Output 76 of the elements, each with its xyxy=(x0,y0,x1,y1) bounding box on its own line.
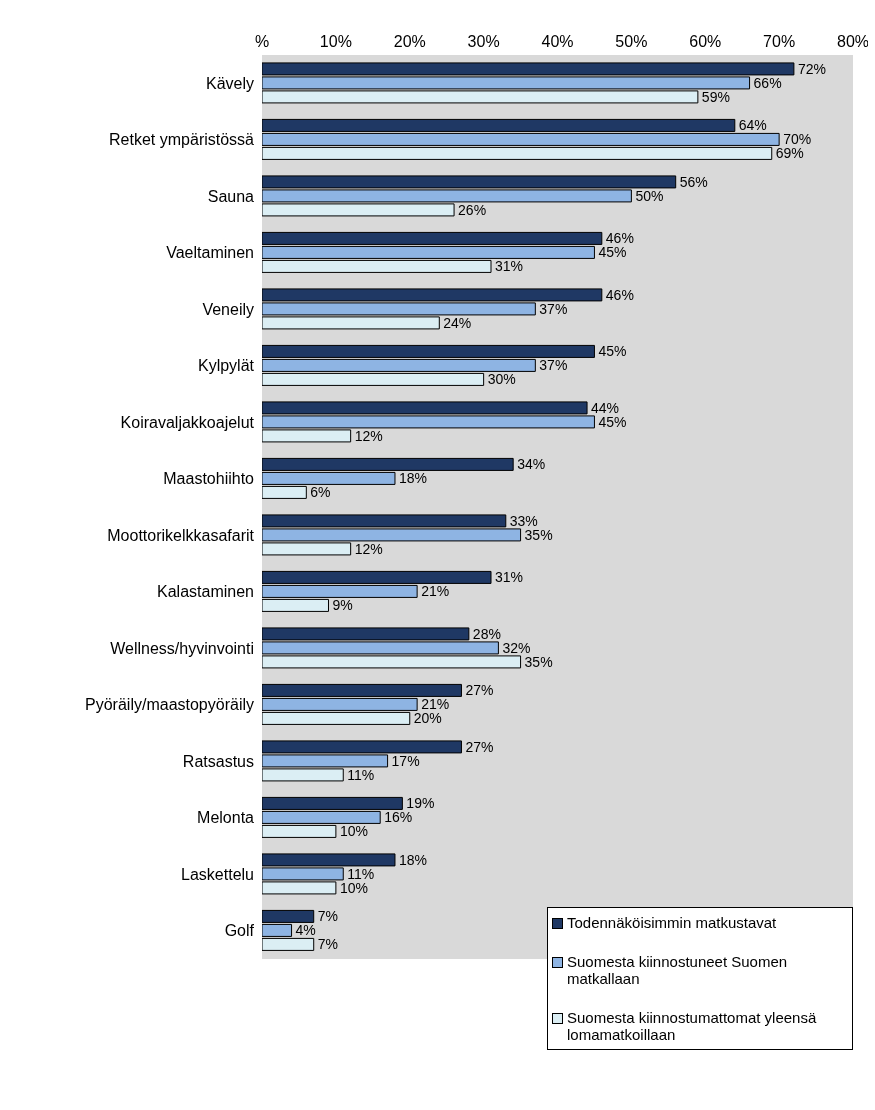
y-tick-label: Kalastaminen xyxy=(157,583,254,601)
data-label: 18% xyxy=(398,851,428,868)
legend-label: Suomesta kiinnostumattomat yleensä lomamatkoillaan xyxy=(567,1009,817,1043)
data-label: 45% xyxy=(598,244,627,261)
y-tick-label: Vaeltaminen xyxy=(166,244,254,262)
data-label: 66% xyxy=(753,74,782,91)
data-label: 64% xyxy=(738,117,767,134)
data-label: 17% xyxy=(391,752,420,769)
x-tick-label: % xyxy=(254,33,270,50)
x-tick-label: 10% xyxy=(319,33,352,50)
y-tick-label: Moottorikelkkasafarit xyxy=(107,526,255,544)
data-label: 31% xyxy=(495,569,524,586)
data-label: 35% xyxy=(524,526,553,543)
y-tick-label: Golf xyxy=(224,922,255,940)
data-label: 7% xyxy=(317,936,338,953)
data-label: 28% xyxy=(472,625,501,642)
data-label: 45% xyxy=(598,343,627,360)
y-tick-label: Koiravaljakkoajelut xyxy=(120,413,255,431)
data-label: 27% xyxy=(465,738,494,755)
y-tick-label: Kävely xyxy=(205,74,254,92)
data-label: 44% xyxy=(591,399,620,416)
data-label: 32% xyxy=(502,639,531,656)
data-label: 24% xyxy=(443,314,472,331)
data-label: 4% xyxy=(295,922,316,939)
data-label: 27% xyxy=(465,682,494,699)
y-tick-label: Wellness/hyvinvointi xyxy=(110,639,254,657)
x-tick-label: 80% xyxy=(836,33,870,50)
data-label: 46% xyxy=(605,286,634,303)
data-label: 59% xyxy=(701,88,730,105)
y-tick-label: Kylpylät xyxy=(197,357,255,375)
y-tick-label: Laskettelu xyxy=(181,865,254,883)
data-label: 10% xyxy=(339,823,368,840)
data-label: 26% xyxy=(458,201,487,218)
data-label: 21% xyxy=(421,583,450,600)
data-label: 33% xyxy=(509,512,538,529)
data-label: 18% xyxy=(398,470,428,487)
data-label: 11% xyxy=(347,865,375,882)
y-tick-label: Sauna xyxy=(207,187,255,205)
data-label: 7% xyxy=(317,908,338,925)
data-label: 50% xyxy=(635,187,664,204)
x-tick-label: 20% xyxy=(393,33,426,50)
y-tick-label: Veneily xyxy=(202,300,254,318)
y-tick-label: Ratsastus xyxy=(182,752,254,770)
x-tick-label: 50% xyxy=(615,33,648,50)
data-label: 9% xyxy=(332,597,353,614)
data-label: 69% xyxy=(775,145,804,162)
data-label: 37% xyxy=(539,300,568,317)
data-label: 46% xyxy=(605,230,634,247)
y-tick-label: Melonta xyxy=(197,809,255,827)
data-label: 19% xyxy=(406,795,435,812)
x-tick-label: 30% xyxy=(467,33,500,50)
data-label: 12% xyxy=(354,427,383,444)
data-label: 31% xyxy=(495,258,524,275)
y-tick-label: Pyöräily/maastopyöräily xyxy=(85,696,254,714)
y-tick-label: Retket ympäristössä xyxy=(109,131,255,149)
data-label: 34% xyxy=(517,456,546,473)
legend-label: Suomesta kiinnostuneet Suomen matkallaan xyxy=(567,953,789,987)
data-label: 30% xyxy=(487,371,516,388)
data-label: 72% xyxy=(797,60,826,77)
data-label: 20% xyxy=(413,710,442,727)
data-label: 21% xyxy=(421,696,450,713)
data-label: 10% xyxy=(339,879,368,896)
data-label: 56% xyxy=(679,173,708,190)
data-label: 6% xyxy=(310,484,331,501)
x-tick-label: 70% xyxy=(763,33,796,50)
data-label: 45% xyxy=(598,413,627,430)
x-tick-label: 40% xyxy=(541,33,574,50)
data-label: 37% xyxy=(539,357,568,374)
y-tick-label: Maastohiihto xyxy=(163,470,255,488)
x-tick-label: 60% xyxy=(689,33,722,50)
legend-label: Todennäköisimmin matkustavat xyxy=(567,914,778,931)
data-label: 12% xyxy=(354,540,383,557)
data-label: 11% xyxy=(347,766,375,783)
data-label: 16% xyxy=(384,809,413,826)
data-label: 35% xyxy=(524,653,553,670)
data-label: 70% xyxy=(783,131,812,148)
